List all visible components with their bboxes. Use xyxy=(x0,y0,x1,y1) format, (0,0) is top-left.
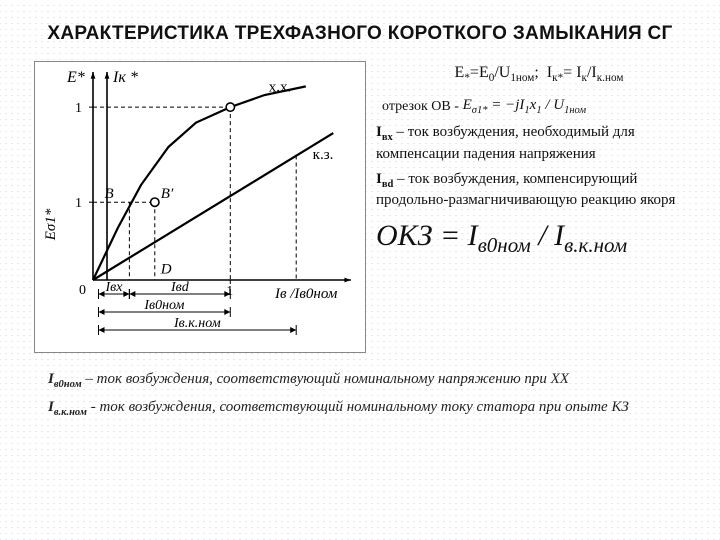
svg-text:0: 0 xyxy=(79,283,86,298)
sc-characteristic-chart: E*Iк *Iв /Iв0ном0111х.х.к.з.BB′DEσ1*IвхI… xyxy=(34,61,366,353)
svg-text:Iв /Iв0ном: Iв /Iв0ном xyxy=(274,286,338,302)
page-title: ХАРАКТЕРИСТИКА ТРЕХФАЗНОГО КОРОТКОГО ЗАМ… xyxy=(0,13,720,45)
footer-definitions: Iв0ном – ток возбуждения, соответствующи… xyxy=(0,358,720,419)
svg-text:1: 1 xyxy=(75,102,82,117)
def-ivx: Iвх – ток возбуждения, необходимый для к… xyxy=(376,123,702,164)
svg-text:D: D xyxy=(160,262,172,278)
top-formula: E*=E0/U1ном; Iк*= Iк/Iк.ном xyxy=(376,63,702,86)
svg-text:B: B xyxy=(104,187,113,203)
svg-text:х.х.: х.х. xyxy=(269,80,292,96)
def-iv0nom: Iв0ном – ток возбуждения, соответствующи… xyxy=(48,370,680,392)
okz-formula: ОКЗ = Iв0ном / Iв.к.ном xyxy=(376,217,702,259)
svg-text:Iвх: Iвх xyxy=(104,280,123,295)
svg-text:к.з.: к.з. xyxy=(313,147,334,163)
svg-text:Eσ1*: Eσ1* xyxy=(43,209,59,242)
svg-text:Iк *: Iк * xyxy=(112,69,138,86)
svg-text:Iвd: Iвd xyxy=(170,280,190,295)
def-ivknom: Iв.к.ном - ток возбуждения, соответствую… xyxy=(48,398,680,420)
def-ivd: Iвd – ток возбуждения, компенсирующий пр… xyxy=(376,170,702,211)
segment-ob-line: отрезок ОВ - Eσ1* = −jI1x1 / U1ном xyxy=(376,96,702,117)
svg-text:E*: E* xyxy=(66,69,85,86)
svg-text:B′: B′ xyxy=(161,187,174,203)
chart-container: E*Iк *Iв /Iв0ном0111х.х.к.з.BB′DEσ1*IвхI… xyxy=(34,61,366,358)
inline-formula-esigma: Eσ1* = −jI1x1 / U1ном xyxy=(463,96,586,117)
svg-text:1: 1 xyxy=(75,197,82,212)
svg-text:Iв0ном: Iв0ном xyxy=(143,298,184,313)
svg-text:Iв.к.ном: Iв.к.ном xyxy=(173,316,221,331)
descriptions: E*=E0/U1ном; Iк*= Iк/Iк.ном отрезок ОВ -… xyxy=(376,61,702,358)
